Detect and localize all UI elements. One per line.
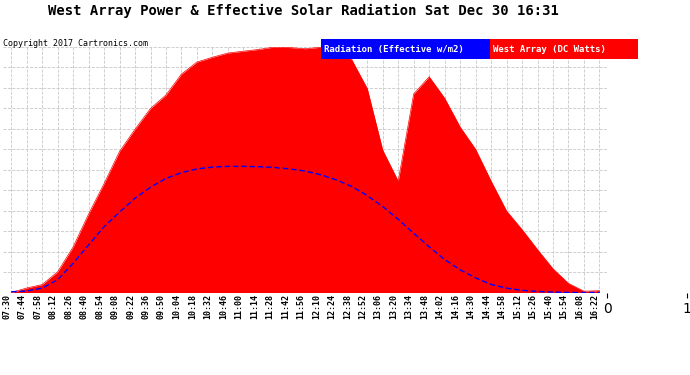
Text: 09:22: 09:22 bbox=[126, 294, 135, 319]
Text: 14:02: 14:02 bbox=[435, 294, 444, 319]
Text: 11:00: 11:00 bbox=[235, 294, 244, 319]
Text: 15:26: 15:26 bbox=[529, 294, 538, 319]
Text: 16:08: 16:08 bbox=[575, 294, 584, 319]
Text: 08:54: 08:54 bbox=[95, 294, 104, 319]
Text: 10:04: 10:04 bbox=[172, 294, 181, 319]
Text: 14:30: 14:30 bbox=[466, 294, 475, 319]
Text: 11:42: 11:42 bbox=[281, 294, 290, 319]
Text: 11:56: 11:56 bbox=[296, 294, 305, 319]
Text: 13:20: 13:20 bbox=[389, 294, 398, 319]
Text: 12:52: 12:52 bbox=[358, 294, 367, 319]
Text: West Array (DC Watts): West Array (DC Watts) bbox=[493, 45, 607, 54]
Text: 15:54: 15:54 bbox=[560, 294, 569, 319]
Text: 11:14: 11:14 bbox=[250, 294, 259, 319]
Text: Radiation (Effective w/m2): Radiation (Effective w/m2) bbox=[324, 45, 464, 54]
Text: 12:24: 12:24 bbox=[327, 294, 336, 319]
Text: 13:06: 13:06 bbox=[374, 294, 383, 319]
Text: 11:28: 11:28 bbox=[266, 294, 275, 319]
Text: 13:34: 13:34 bbox=[405, 294, 414, 319]
Text: 12:38: 12:38 bbox=[343, 294, 352, 319]
Text: 15:40: 15:40 bbox=[544, 294, 553, 319]
Text: 14:58: 14:58 bbox=[497, 294, 506, 319]
Text: 10:46: 10:46 bbox=[219, 294, 228, 319]
Text: 08:40: 08:40 bbox=[79, 294, 88, 319]
Text: West Array Power & Effective Solar Radiation Sat Dec 30 16:31: West Array Power & Effective Solar Radia… bbox=[48, 4, 559, 18]
Text: 07:44: 07:44 bbox=[18, 294, 27, 319]
Text: 15:12: 15:12 bbox=[513, 294, 522, 319]
Text: Copyright 2017 Cartronics.com: Copyright 2017 Cartronics.com bbox=[3, 39, 148, 48]
Text: 13:48: 13:48 bbox=[420, 294, 429, 319]
Text: 14:44: 14:44 bbox=[482, 294, 491, 319]
Text: 09:08: 09:08 bbox=[110, 294, 119, 319]
Text: 09:36: 09:36 bbox=[141, 294, 150, 319]
Text: 09:50: 09:50 bbox=[157, 294, 166, 319]
Text: 14:16: 14:16 bbox=[451, 294, 460, 319]
Text: 10:18: 10:18 bbox=[188, 294, 197, 319]
Text: 07:30: 07:30 bbox=[2, 294, 11, 319]
Text: 07:58: 07:58 bbox=[33, 294, 42, 319]
Text: 12:10: 12:10 bbox=[312, 294, 321, 319]
Text: 16:22: 16:22 bbox=[591, 294, 600, 319]
Text: 08:12: 08:12 bbox=[48, 294, 58, 319]
Text: 10:32: 10:32 bbox=[204, 294, 213, 319]
Text: 08:26: 08:26 bbox=[64, 294, 73, 319]
